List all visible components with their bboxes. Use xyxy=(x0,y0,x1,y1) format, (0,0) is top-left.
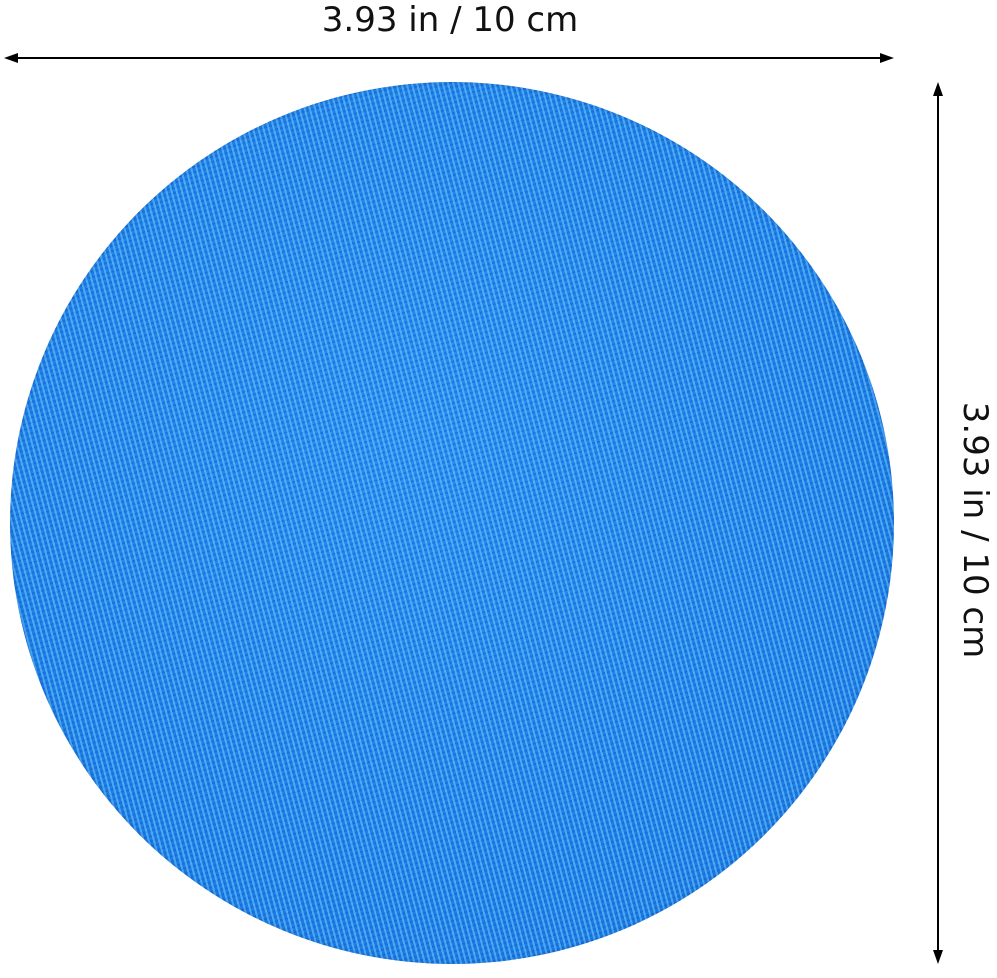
arrow-left-icon xyxy=(4,53,18,63)
width-label: 3.93 in / 10 cm xyxy=(321,0,579,40)
height-label: 3.93 in / 10 cm xyxy=(955,401,995,659)
arrow-right-icon xyxy=(880,53,894,63)
fabric-patch-image xyxy=(10,82,894,964)
height-dimension-line xyxy=(937,90,939,956)
arrow-up-icon xyxy=(933,82,943,96)
width-dimension-line xyxy=(14,57,886,59)
arrow-down-icon xyxy=(933,950,943,964)
